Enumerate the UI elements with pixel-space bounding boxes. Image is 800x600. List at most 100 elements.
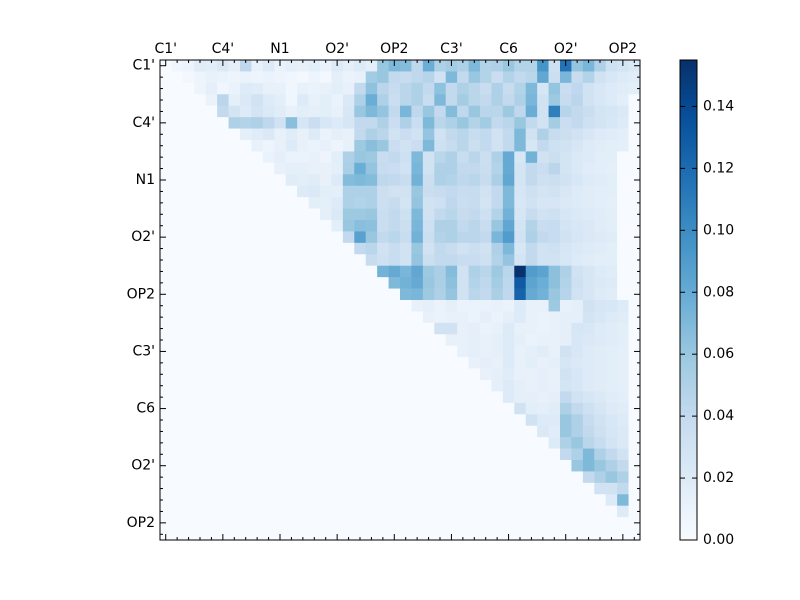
heatmap-cell: [228, 197, 241, 209]
heatmap-cell: [491, 368, 504, 381]
heatmap-cell: [308, 391, 321, 404]
heatmap-cell: [285, 334, 298, 347]
heatmap-cell: [262, 162, 275, 175]
heatmap-cell: [468, 528, 481, 541]
heatmap-cell: [365, 82, 378, 95]
heatmap-cell: [434, 128, 447, 141]
heatmap-cell: [434, 71, 447, 84]
heatmap-cell: [365, 254, 378, 267]
heatmap-cell: [468, 322, 481, 335]
heatmap-cell: [571, 425, 584, 438]
heatmap-cell: [377, 71, 389, 84]
heatmap-cell: [388, 482, 401, 495]
heatmap-cell: [400, 437, 412, 449]
heatmap-cell: [571, 254, 584, 267]
heatmap-cell: [525, 391, 538, 404]
heatmap-cell: [308, 82, 321, 95]
heatmap-cell: [617, 505, 629, 518]
heatmap-cell: [548, 448, 561, 461]
heatmap-cell: [274, 288, 287, 301]
heatmap-cell: [617, 322, 629, 335]
heatmap-cell: [388, 151, 401, 164]
heatmap-cell: [468, 117, 481, 129]
heatmap-cell: [285, 528, 298, 541]
x-tick-label: O2': [325, 41, 349, 57]
heatmap-cell: [251, 471, 264, 484]
heatmap-cell: [422, 437, 435, 449]
heatmap-cell: [171, 322, 184, 335]
heatmap-cell: [274, 437, 287, 449]
heatmap-cell: [194, 265, 207, 278]
heatmap-cell: [240, 208, 252, 221]
heatmap-cell: [194, 517, 207, 529]
heatmap-cell: [617, 357, 629, 369]
heatmap-cell: [274, 380, 287, 392]
heatmap-cell: [228, 254, 241, 267]
heatmap-cell: [308, 460, 321, 472]
heatmap-cell: [445, 265, 458, 278]
heatmap-cell: [571, 242, 584, 255]
heatmap-cell: [411, 414, 424, 427]
heatmap-cell: [388, 334, 401, 347]
heatmap-cell: [205, 460, 218, 472]
heatmap-cell: [342, 277, 355, 289]
heatmap-cell: [331, 334, 344, 347]
heatmap-cell: [240, 162, 252, 175]
heatmap-cell: [400, 231, 412, 244]
heatmap-cell: [457, 162, 469, 175]
heatmap-cell: [502, 345, 515, 358]
heatmap-cell: [502, 117, 515, 129]
heatmap-cell: [468, 482, 481, 495]
heatmap-cell: [262, 174, 275, 187]
heatmap-cell: [491, 402, 504, 415]
heatmap-cell: [297, 322, 309, 335]
heatmap-cell: [160, 162, 172, 175]
heatmap-cell: [548, 368, 561, 381]
heatmap-cell: [605, 482, 618, 495]
heatmap-cell: [388, 220, 401, 232]
heatmap-cell: [468, 425, 481, 438]
heatmap-cell: [400, 380, 412, 392]
heatmap-cell: [240, 220, 252, 232]
heatmap-cell: [560, 391, 572, 404]
heatmap-cell: [445, 71, 458, 84]
heatmap-cell: [194, 505, 207, 518]
heatmap-cell: [548, 391, 561, 404]
heatmap-cell: [537, 311, 549, 324]
heatmap-cell: [560, 277, 572, 289]
heatmap-cell: [205, 174, 218, 187]
heatmap-cell: [320, 380, 332, 392]
heatmap-cell: [262, 402, 275, 415]
heatmap-cell: [342, 300, 355, 312]
heatmap-cell: [297, 288, 309, 301]
heatmap-cell: [228, 60, 241, 72]
heatmap-cell: [434, 162, 447, 175]
heatmap-cell: [537, 174, 549, 187]
heatmap-cell: [445, 402, 458, 415]
heatmap-cell: [445, 391, 458, 404]
heatmap-cell: [594, 94, 607, 107]
heatmap-cell: [525, 528, 538, 541]
heatmap-cell: [571, 357, 584, 369]
heatmap-cell: [422, 528, 435, 541]
heatmap-cell: [582, 185, 595, 198]
heatmap-cell: [514, 105, 527, 118]
heatmap-cell: [571, 300, 584, 312]
heatmap-cell: [205, 334, 218, 347]
heatmap-cell: [548, 220, 561, 232]
colorbar-ticks: 0.000.020.040.060.080.100.120.14: [680, 98, 734, 548]
heatmap-cell: [274, 151, 287, 164]
heatmap-cell: [457, 322, 469, 335]
heatmap-cell: [537, 277, 549, 289]
heatmap-cell: [377, 517, 389, 529]
heatmap-cell: [411, 482, 424, 495]
heatmap-cell: [457, 265, 469, 278]
heatmap-cell: [480, 437, 492, 449]
heatmap-cell: [240, 151, 252, 164]
heatmap-cell: [217, 517, 229, 529]
heatmap-cell: [617, 231, 629, 244]
heatmap-cell: [377, 197, 389, 209]
heatmap-cell: [228, 402, 241, 415]
heatmap-cell: [274, 482, 287, 495]
heatmap-cell: [537, 380, 549, 392]
